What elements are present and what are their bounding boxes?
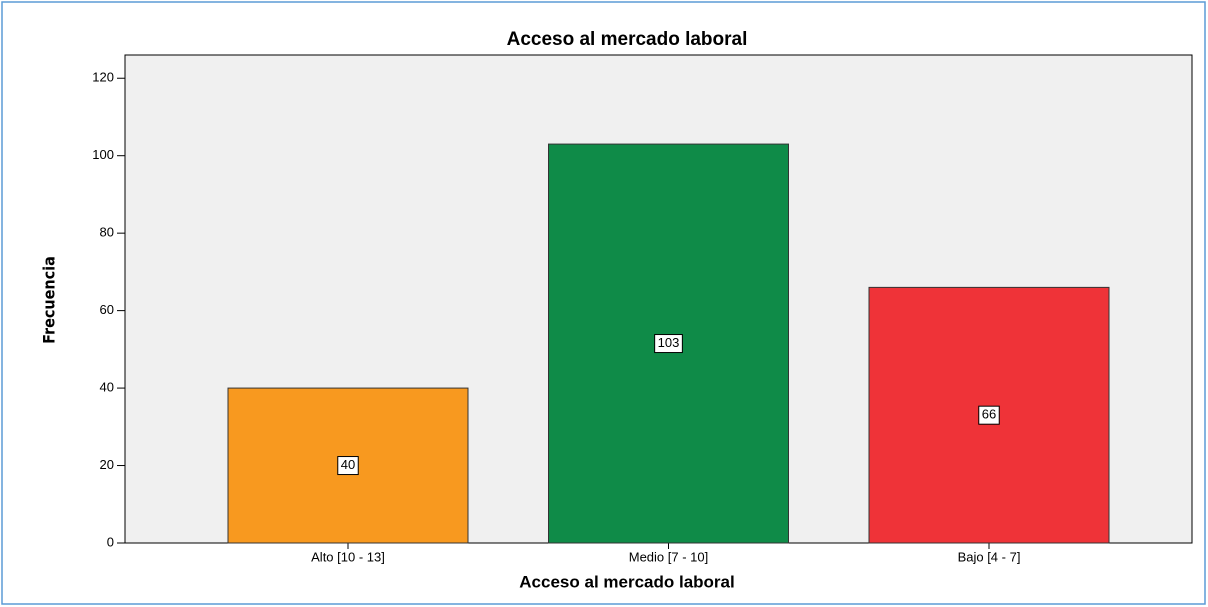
y-tick-label: 20 (100, 457, 114, 472)
x-axis-label: Acceso al mercado laboral (519, 572, 734, 591)
chart-title: Acceso al mercado laboral (507, 29, 748, 50)
data-label: 40 (341, 457, 355, 472)
y-tick-label: 60 (100, 302, 114, 317)
y-axis-label: Frecuencia (40, 256, 59, 344)
x-tick-label: Alto [10 - 13] (311, 549, 385, 564)
data-label-box (978, 405, 1000, 425)
data-label: 103 (658, 335, 680, 350)
y-tick-label: 0 (107, 534, 114, 549)
x-tick-label: Bajo [4 - 7] (958, 549, 1021, 564)
y-tick-label: 40 (100, 380, 114, 395)
data-label-box (337, 456, 359, 476)
data-label-box (654, 334, 683, 354)
data-label: 66 (982, 407, 996, 422)
y-tick-label: 100 (92, 147, 114, 162)
y-tick-label: 120 (92, 70, 114, 85)
x-tick-label: Medio [7 - 10] (629, 549, 709, 564)
y-tick-label: 80 (100, 225, 114, 240)
